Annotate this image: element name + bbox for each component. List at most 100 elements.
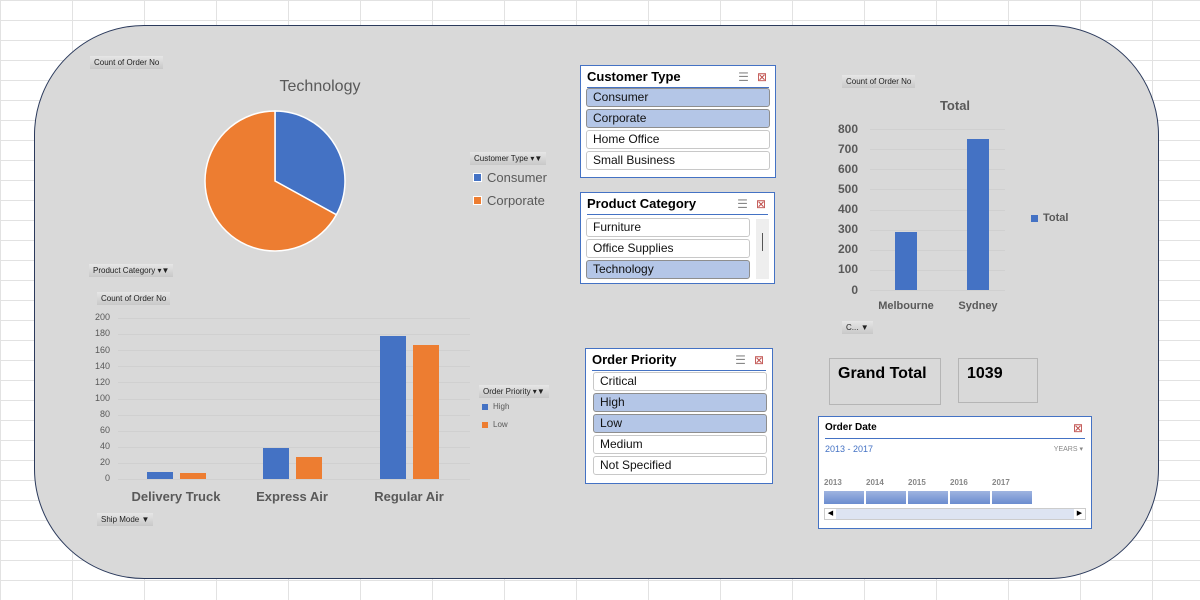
dropdown-icon: ▼ — [860, 323, 869, 332]
timeline-level-dropdown[interactable]: YEARS ▾ — [1053, 446, 1083, 453]
timeline-year-bar[interactable] — [824, 491, 865, 504]
y-tick-label: 0 — [851, 282, 858, 297]
x-category-label: Delivery Truck — [131, 489, 221, 504]
bar-regular-air-high[interactable] — [379, 335, 406, 479]
slicer-item-technology[interactable]: Technology — [586, 260, 750, 279]
slicer-item-office-supplies[interactable]: Office Supplies — [586, 239, 750, 258]
order-priority-legend-button[interactable]: Order Priority ▾▼ — [479, 385, 549, 398]
timeline-year-bar[interactable] — [908, 491, 949, 504]
scroll-right-icon[interactable]: ▶ — [1074, 509, 1085, 519]
city-axis-button[interactable]: C... ▼ — [842, 321, 873, 334]
axis-button-label: C... — [846, 323, 859, 332]
bar-regular-air-low[interactable] — [412, 344, 439, 479]
slicer-item-medium[interactable]: Medium — [593, 435, 767, 454]
pie-value-field-button[interactable]: Count of Order No — [90, 56, 164, 69]
pie-chart — [204, 110, 346, 252]
bar-express-air-low[interactable] — [295, 457, 322, 479]
filter-icon: ▾▼ — [157, 266, 170, 275]
gridline — [870, 189, 1005, 191]
slicer-item-critical[interactable]: Critical — [593, 372, 767, 391]
pie-slice-corporate[interactable] — [204, 110, 338, 252]
dropdown-icon: ▼ — [141, 515, 150, 524]
y-tick-label: 20 — [99, 457, 110, 468]
bar-delivery-truck-low[interactable] — [179, 472, 206, 479]
legend-item-corporate: Corporate — [473, 193, 545, 208]
y-tick-label: 140 — [94, 360, 110, 371]
slicer-title: Order Priority — [592, 352, 677, 367]
legend-label: Low — [493, 420, 508, 429]
legend-button-label: Order Priority — [483, 387, 531, 396]
slicer-item-high[interactable]: High — [593, 393, 767, 412]
timeline-year-bar[interactable] — [866, 491, 907, 504]
gridline — [118, 350, 470, 352]
legend-swatch — [482, 421, 488, 428]
gridline — [870, 169, 1005, 171]
gridline — [118, 446, 470, 448]
gridline — [118, 318, 470, 319]
timeline-year-bar[interactable] — [992, 491, 1033, 504]
y-tick-label: 160 — [94, 344, 110, 355]
order-date-timeline: Order Date ⊠ 2013 - 2017 YEARS ▾ 2013 2014… — [818, 416, 1092, 529]
y-tick-label: 180 — [94, 328, 110, 339]
slicer-title: Customer Type — [587, 69, 681, 84]
bar-sydney-total[interactable] — [967, 139, 989, 290]
y-tick-label: 400 — [837, 202, 858, 216]
gridline — [118, 414, 470, 416]
slicer-item-corporate[interactable]: Corporate — [586, 109, 770, 128]
gridline — [870, 149, 1005, 151]
scrollbar-thumb[interactable] — [762, 233, 763, 251]
slicer-item-low[interactable]: Low — [593, 414, 767, 433]
slicer-item-home-office[interactable]: Home Office — [586, 130, 770, 149]
clear-filter-icon[interactable]: ⊠ — [755, 197, 766, 211]
y-tick-label: 500 — [837, 181, 858, 196]
multi-select-icon[interactable]: ☰ — [735, 353, 746, 367]
y-tick-label: 600 — [837, 161, 858, 176]
gridline — [118, 462, 470, 464]
slicer-item-small-business[interactable]: Small Business — [586, 151, 770, 170]
slicer-header-icons: ☰ ⊠ — [727, 351, 764, 369]
y-tick-label: 200 — [837, 242, 858, 257]
bar-delivery-truck-high[interactable] — [146, 471, 173, 479]
timeline-range: 2013 - 2017 — [825, 444, 874, 454]
slicer-item-furniture[interactable]: Furniture — [586, 218, 750, 237]
y-tick-label: 800 — [837, 121, 858, 136]
clear-filter-icon[interactable]: ⊠ — [753, 353, 764, 367]
slicer-item-consumer[interactable]: Consumer — [586, 88, 770, 107]
legend-label: Total — [1043, 212, 1069, 224]
gridline — [118, 382, 470, 384]
gridline — [870, 269, 1005, 271]
bar-express-air-high[interactable] — [262, 448, 289, 479]
timeline-year-label: 2015 — [908, 478, 926, 487]
timeline-year-label: 2013 — [824, 478, 842, 487]
legend-swatch — [1031, 214, 1038, 222]
scroll-left-icon[interactable]: ◀ — [825, 509, 836, 519]
bar-melbourne-total[interactable] — [895, 231, 917, 290]
grand-total-label: Grand Total — [829, 358, 941, 405]
gridline — [870, 209, 1005, 211]
legend-item-consumer: Consumer — [473, 170, 547, 185]
customer-type-legend-button[interactable]: Customer Type ▾▼ — [470, 152, 547, 165]
legend-label: High — [493, 402, 510, 411]
x-category-label: Sydney — [958, 300, 998, 312]
timeline-scrollbar[interactable]: ◀ ▶ — [824, 508, 1086, 520]
timeline-year-bar[interactable] — [950, 491, 991, 504]
gridline — [870, 290, 1005, 291]
pie-slice-consumer[interactable] — [274, 110, 346, 216]
y-tick-label: 700 — [837, 141, 858, 156]
product-category-filter-button[interactable]: Product Category ▾▼ — [89, 264, 174, 277]
gridline — [118, 334, 470, 336]
slicer-header: Customer Type ☰ ⊠ — [587, 68, 769, 88]
y-tick-label: 100 — [837, 262, 858, 277]
bar2-title: Total — [939, 98, 971, 113]
slicer-header: Order Priority ☰ ⊠ — [592, 351, 766, 371]
slicer-scrollbar[interactable] — [756, 219, 769, 279]
multi-select-icon[interactable]: ☰ — [738, 70, 749, 84]
multi-select-icon[interactable]: ☰ — [737, 197, 748, 211]
ship-mode-axis-button[interactable]: Ship Mode ▼ — [97, 513, 154, 526]
customer-type-slicer: Customer Type ☰ ⊠ Consumer Corporate Home Off… — [580, 65, 776, 178]
bar2-value-field-button[interactable]: Count of Order No — [842, 75, 916, 88]
clear-filter-icon[interactable]: ⊠ — [1072, 421, 1083, 435]
clear-filter-icon[interactable]: ⊠ — [756, 70, 767, 84]
bar1-value-field-button[interactable]: Count of Order No — [97, 292, 171, 305]
slicer-item-not-specified[interactable]: Not Specified — [593, 456, 767, 475]
